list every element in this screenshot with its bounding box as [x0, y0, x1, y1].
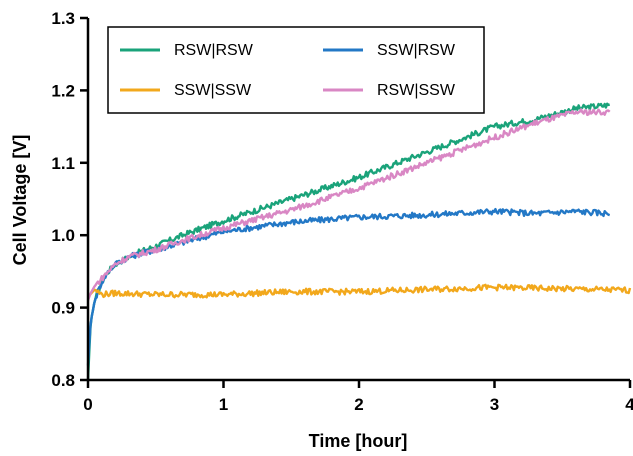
y-tick-label: 1.3: [51, 9, 75, 28]
legend-label: RSW|RSW: [174, 42, 254, 59]
x-tick-label: 0: [83, 395, 92, 414]
series-line-rsw-rsw: [86, 102, 610, 381]
x-tick-label: 1: [219, 395, 228, 414]
ticks: 0 1 2 3 4 0.8 0.9 1.0 1.1 1.2 1.3: [51, 9, 633, 414]
y-axis-label: Cell Voltage [V]: [10, 135, 30, 266]
legend-label: SSW|SSW: [174, 82, 252, 99]
y-tick-label: 1.0: [51, 226, 75, 245]
series-line-rsw-ssw: [86, 108, 611, 301]
y-tick-label: 1.1: [51, 154, 75, 173]
legend-label: RSW|SSW: [377, 82, 456, 99]
x-axis-label: Time [hour]: [309, 431, 408, 451]
y-tick-label: 1.2: [51, 81, 75, 100]
legend-label: SSW|RSW: [377, 42, 456, 59]
y-tick-label: 0.8: [51, 371, 75, 390]
series-line-ssw-ssw: [87, 283, 632, 299]
plot-lines: [86, 102, 632, 381]
legend: RSW|RSW SSW|RSW SSW|SSW RSW|SSW: [107, 26, 485, 114]
legend-box: [107, 26, 485, 114]
x-tick-label: 4: [625, 395, 633, 414]
x-tick-label: 2: [354, 395, 363, 414]
x-tick-label: 3: [490, 395, 499, 414]
y-tick-label: 0.9: [51, 299, 75, 318]
